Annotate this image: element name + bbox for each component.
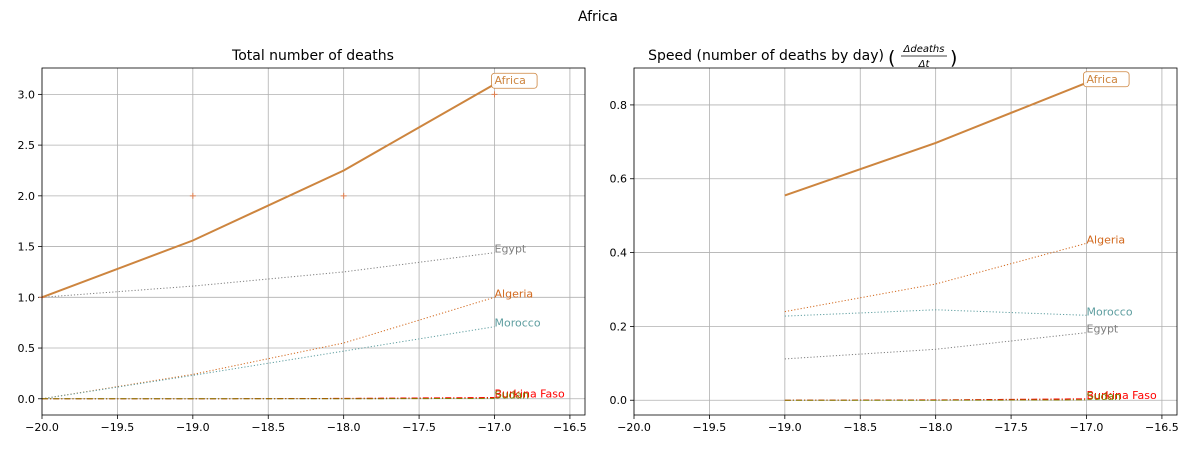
series-label-algeria: Algeria (495, 287, 534, 300)
figure-title: Africa (578, 9, 618, 25)
series-label-sudan: Sudan (495, 388, 530, 401)
speed-chart: Speed (number of deaths by day) ( Δdeath… (610, 44, 1179, 434)
series-label-egypt: Egypt (495, 243, 527, 256)
y-tick-label: 2.5 (18, 139, 36, 152)
speed-title: Speed (number of deaths by day) (648, 48, 884, 64)
x-tick-label: −18.5 (251, 421, 285, 434)
x-tick-label: −17.5 (402, 421, 436, 434)
x-tick-label: −19.0 (176, 421, 210, 434)
y-tick-label: 0.0 (610, 394, 628, 407)
y-tick-label: 0.8 (610, 99, 628, 112)
data-marker (492, 91, 498, 97)
series-label-africa: Africa (495, 74, 526, 87)
x-tick-label: −17.5 (994, 421, 1028, 434)
y-tick-label: 2.0 (18, 190, 36, 203)
y-tick-label: 0.4 (610, 247, 628, 260)
series-label-morocco: Morocco (1087, 305, 1133, 318)
y-tick-label: 1.0 (18, 291, 36, 304)
formula-numerator: Δdeaths (903, 44, 945, 55)
y-tick-label: 0.2 (610, 320, 628, 333)
x-tick-label: −18.0 (327, 421, 361, 434)
y-tick-label: 0.5 (18, 342, 36, 355)
x-tick-label: −17.0 (1070, 421, 1104, 434)
x-tick-label: −19.5 (693, 421, 727, 434)
x-tick-label: −20.0 (25, 421, 59, 434)
formula-right-paren: ) (950, 47, 957, 69)
x-tick-label: −19.0 (768, 421, 802, 434)
y-tick-label: 0.6 (610, 173, 628, 186)
total-deaths-chart: Total number of deaths −20.0 −19.5 −19.0 −1… (18, 48, 587, 434)
x-tick-label: −16.5 (553, 421, 587, 434)
x-tick-label: −16.5 (1145, 421, 1179, 434)
y-tick-label: 0.0 (18, 393, 36, 406)
x-tick-label: −18.5 (843, 421, 877, 434)
formula-left-paren: ( (888, 47, 895, 69)
plot-frame (42, 68, 585, 415)
total-deaths-title: Total number of deaths (231, 48, 394, 64)
x-tick-label: −20.0 (617, 421, 651, 434)
series-label-egypt: Egypt (1087, 323, 1119, 336)
data-marker (341, 193, 347, 199)
y-tick-label: 3.0 (18, 88, 36, 101)
data-marker (190, 193, 196, 199)
series-label-sudan: Sudan (1087, 390, 1122, 403)
series-label-algeria: Algeria (1087, 233, 1126, 246)
x-tick-label: −17.0 (478, 421, 512, 434)
x-tick-label: −18.0 (919, 421, 953, 434)
y-tick-label: 1.5 (18, 241, 36, 254)
speed-title-formula: ( Δdeaths Δt ) (888, 44, 957, 70)
series-label-morocco: Morocco (495, 317, 541, 330)
x-tick-label: −19.5 (101, 421, 135, 434)
grid-lines (42, 68, 585, 415)
series-label-africa: Africa (1087, 73, 1118, 86)
